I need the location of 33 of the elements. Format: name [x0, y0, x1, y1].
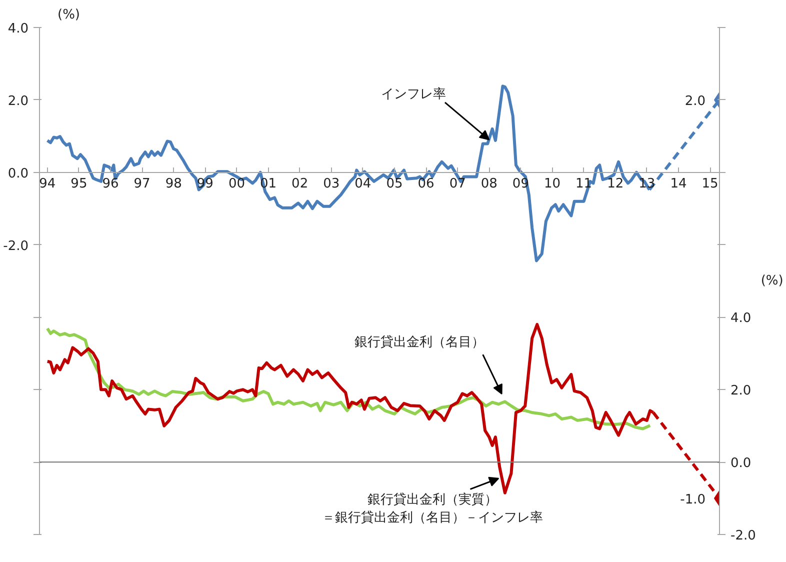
data-label: -1.0 [680, 492, 706, 508]
x-tick-label: 08 [480, 176, 498, 192]
data-label: 2.0 [684, 94, 706, 109]
y2-tick-label: 4.0 [730, 311, 752, 326]
x-tick-label: 15 [702, 176, 718, 192]
y-tick-label: 4.0 [8, 22, 29, 36]
y2-axis-title: (%) [760, 274, 784, 288]
x-tick-label: 06 [418, 176, 434, 192]
x-tick-label: 98 [165, 176, 182, 192]
x-tick-label: 05 [386, 176, 403, 192]
annotation: 銀行貸出金利（実質） [367, 492, 498, 508]
x-tick-label: 10 [544, 176, 561, 192]
x-tick-label: 14 [670, 176, 687, 192]
annotation: 銀行貸出金利（名目） [354, 335, 485, 350]
annotation: ＝銀行貸出金利（名目）－インフレ率 [322, 510, 543, 526]
y-tick-label: 2.0 [8, 94, 29, 109]
y2-tick-label: 2.0 [730, 384, 752, 399]
x-tick-label: 97 [134, 176, 150, 192]
x-tick-label: 07 [449, 176, 466, 192]
y2-tick-label: 0.0 [730, 456, 752, 472]
y-axis-title: (%) [58, 8, 80, 22]
y2-tick-label: -2.0 [730, 528, 756, 544]
y-tick-label: -2.0 [3, 238, 29, 254]
x-tick-label: 95 [70, 176, 88, 192]
annotation: インフレ率 [380, 86, 446, 102]
y-tick-label: 0.0 [8, 166, 29, 182]
x-tick-label: 94 [39, 176, 56, 192]
x-tick-label: 00 [228, 176, 245, 192]
x-tick-label: 12 [607, 176, 624, 192]
x-tick-label: 04 [354, 176, 372, 192]
x-tick-label: 03 [323, 176, 340, 192]
x-tick-label: 96 [102, 176, 119, 192]
x-tick-label: 02 [292, 176, 308, 192]
